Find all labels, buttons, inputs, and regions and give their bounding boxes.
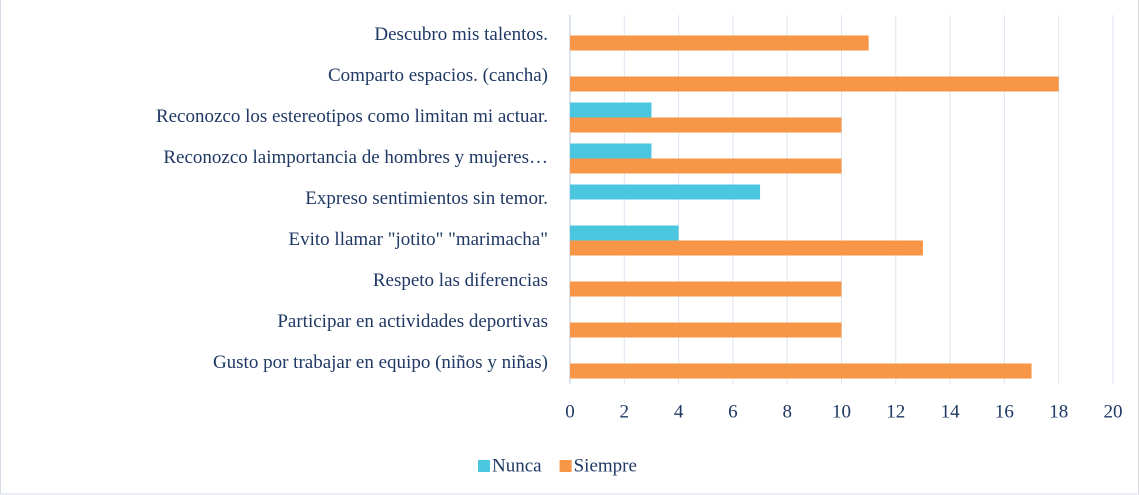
x-tick-label: 18 (1049, 401, 1068, 422)
bar (570, 117, 842, 133)
y-tick-label: Descubro mis talentos. (374, 24, 548, 45)
x-tick-label: 20 (1104, 401, 1123, 422)
x-tick-label: 14 (941, 401, 961, 422)
legend-label: Siempre (574, 455, 637, 476)
x-tick-label: 2 (620, 401, 630, 422)
bar (570, 76, 1059, 92)
y-tick-label: Gusto por trabajar en equipo (niños y ni… (213, 352, 548, 373)
legend-label: Nunca (492, 455, 542, 476)
y-tick-label: Participar en actividades deportivas (277, 311, 548, 332)
y-tick-label: Reconozco los estereotipos como limitan … (156, 106, 548, 127)
bar (570, 225, 679, 241)
x-tick-label: 10 (832, 401, 851, 422)
legend-swatch (478, 460, 490, 472)
x-tick-label: 16 (995, 401, 1014, 422)
bar (570, 102, 652, 118)
x-tick-label: 4 (674, 401, 684, 422)
y-tick-label: Reconozco laimportancia de hombres y muj… (163, 147, 548, 168)
x-tick-label: 12 (886, 401, 905, 422)
bar (570, 143, 652, 159)
x-tick-label: 8 (782, 401, 792, 422)
x-tick-label: 0 (565, 401, 575, 422)
legend-swatch (559, 460, 572, 472)
y-tick-label: Expreso sentimientos sin temor. (305, 188, 548, 209)
bar (570, 184, 761, 200)
bar (570, 240, 923, 256)
bar (570, 363, 1032, 379)
y-tick-label: Comparto espacios. (cancha) (328, 65, 548, 86)
y-tick-label: Respeto las diferencias (373, 270, 548, 291)
bar (570, 322, 842, 338)
y-tick-label: Evito llamar "jotito" "marimacha" (289, 229, 548, 250)
x-tick-label: 6 (728, 401, 738, 422)
bar (570, 35, 869, 51)
bar (570, 281, 842, 297)
bar (570, 158, 842, 174)
